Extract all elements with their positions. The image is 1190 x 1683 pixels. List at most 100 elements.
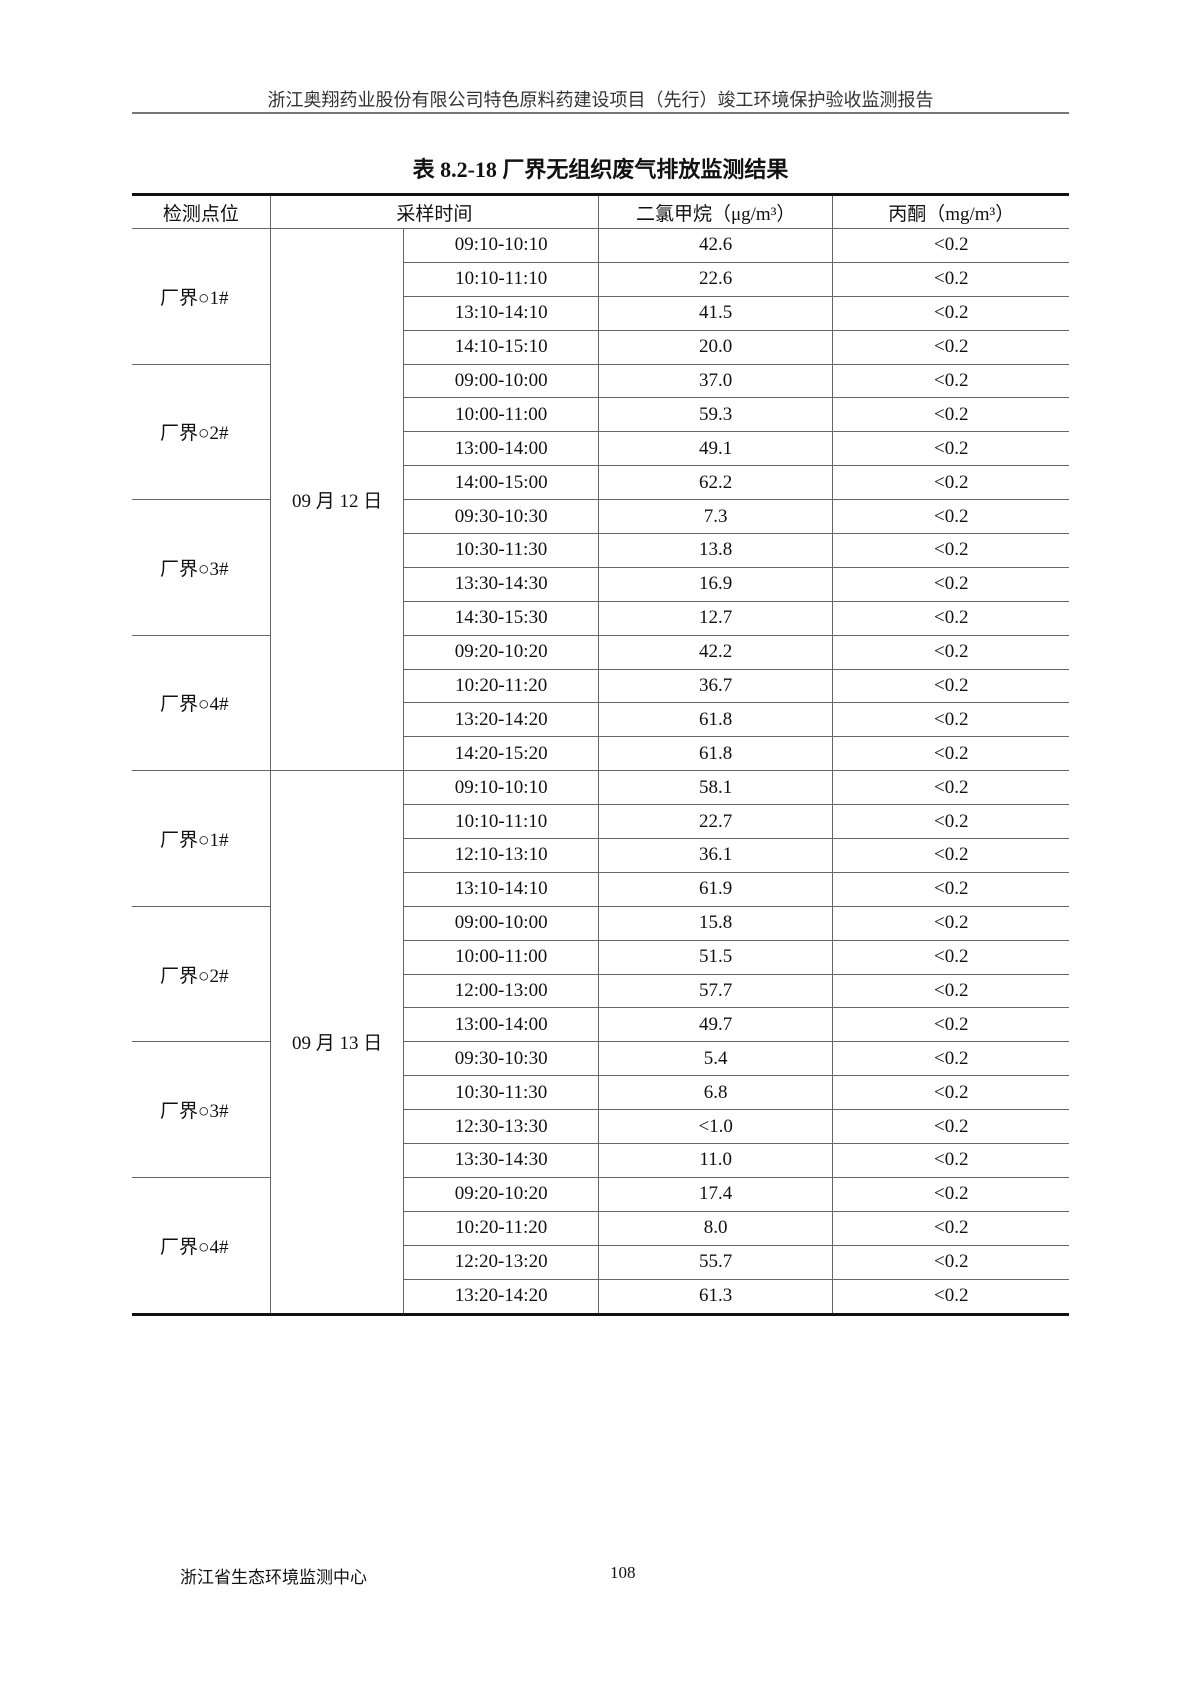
col-header-time: 采样时间 [269,194,599,229]
acetone-value-cell: <0.2 [832,905,1069,941]
dcm-value-cell: 58.1 [597,770,834,806]
site-cell: 厂界○4# [132,1176,271,1315]
page-number: 108 [610,1563,636,1582]
dcm-value-cell: 49.1 [597,431,834,467]
acetone-value-cell: <0.2 [832,1109,1069,1145]
table-row: 厂界○4# 09:20-10:20 42.2 <0.2 [132,634,1069,772]
header-divider [132,112,1069,114]
time-cell: 13:20-14:20 [403,1278,599,1315]
time-cell: 12:10-13:10 [403,838,599,873]
time-cell: 13:30-14:30 [403,566,599,602]
time-cell: 09:20-10:20 [403,634,599,670]
date-cell: 09 月 13 日 [269,770,405,1315]
acetone-value-cell: <0.2 [832,363,1069,399]
dcm-value-cell: 22.7 [597,804,834,840]
dcm-value-cell: 15.8 [597,905,834,941]
time-cell: 13:00-14:00 [403,1007,599,1043]
acetone-value-cell: <0.2 [832,397,1069,433]
time-cell: 10:00-11:00 [403,397,599,433]
time-cell: 10:10-11:10 [403,804,599,840]
dcm-value-cell: 7.3 [597,499,834,535]
dcm-value-cell: 11.0 [597,1143,834,1178]
table-row: 厂界○2# 09:00-10:00 37.0 <0.2 [132,363,1069,501]
dcm-value-cell: 61.3 [597,1278,834,1315]
dcm-value-cell: 36.7 [597,668,834,704]
time-cell: 12:20-13:20 [403,1244,599,1280]
table-row: 12:20-13:20 55.7 <0.2 [132,1244,1069,1280]
table-row: 厂界○2# 09:00-10:00 15.8 <0.2 [132,905,1069,1043]
table-row: 13:20-14:20 61.3 <0.2 [132,1278,1069,1315]
time-cell: 13:00-14:00 [403,431,599,467]
time-cell: 10:00-11:00 [403,939,599,975]
time-cell: 14:00-15:00 [403,465,599,501]
acetone-value-cell: <0.2 [832,838,1069,873]
acetone-value-cell: <0.2 [832,1244,1069,1280]
table-row: 厂界○1# 09 月 12 日 09:10-10:10 42.6 <0.2 [132,227,1069,772]
time-cell: 13:30-14:30 [403,1143,599,1178]
acetone-value-cell: <0.2 [832,1176,1069,1212]
dcm-value-cell: 41.5 [597,295,834,331]
dcm-value-cell: 17.4 [597,1176,834,1212]
dcm-value-cell: 37.0 [597,363,834,399]
time-cell: 09:00-10:00 [403,363,599,399]
time-cell: 10:20-11:20 [403,1210,599,1246]
time-cell: 12:00-13:00 [403,973,599,1009]
site-cell: 厂界○1# [132,228,271,365]
acetone-value-cell: <0.2 [832,533,1069,568]
site-cell: 厂界○1# [132,770,271,907]
table-row: 12:30-13:30 <1.0 <0.2 [132,1109,1069,1145]
dcm-value-cell: 42.6 [597,228,834,263]
acetone-value-cell: <0.2 [832,1210,1069,1246]
acetone-value-cell: <0.2 [832,566,1069,602]
table-row: 14:10-15:10 20.0 <0.2 [132,329,1069,365]
table-row: 10:10-11:10 22.7 <0.2 [132,804,1069,840]
time-cell: 13:20-14:20 [403,702,599,738]
time-cell: 14:20-15:20 [403,736,599,772]
acetone-value-cell: <0.2 [832,1075,1069,1111]
time-cell: 09:30-10:30 [403,1041,599,1077]
site-cell: 厂界○2# [132,905,271,1043]
acetone-value-cell: <0.2 [832,600,1069,636]
time-cell: 10:10-11:10 [403,261,599,297]
table-row: 13:00-14:00 49.7 <0.2 [132,1007,1069,1043]
table-row: 10:30-11:30 13.8 <0.2 [132,533,1069,568]
acetone-value-cell: <0.2 [832,1041,1069,1077]
acetone-value-cell: <0.2 [832,939,1069,975]
acetone-value-cell: <0.2 [832,770,1069,806]
running-header: 浙江奥翔药业股份有限公司特色原料药建设项目（先行）竣工环境保护验收监测报告 [267,90,934,110]
table-row: 厂界○3# 09:30-10:30 7.3 <0.2 [132,499,1069,636]
dcm-value-cell: 61.8 [597,702,834,738]
time-cell: 13:10-14:10 [403,871,599,907]
dcm-value-cell: 59.3 [597,397,834,433]
time-cell: 09:20-10:20 [403,1176,599,1212]
dcm-value-cell: 12.7 [597,600,834,636]
time-cell: 09:30-10:30 [403,499,599,535]
acetone-value-cell: <0.2 [832,702,1069,738]
acetone-value-cell: <0.2 [832,431,1069,467]
acetone-value-cell: <0.2 [832,634,1069,670]
dcm-value-cell: 57.7 [597,973,834,1009]
dcm-value-cell: <1.0 [597,1109,834,1145]
time-cell: 10:20-11:20 [403,668,599,704]
acetone-value-cell: <0.2 [832,668,1069,704]
table-row: 13:20-14:20 61.8 <0.2 [132,702,1069,738]
col-header-dcm: 二氯甲烷（μg/m³） [597,194,834,229]
table-row: 厂界○3# 09:30-10:30 5.4 <0.2 [132,1041,1069,1178]
table-row: 13:10-14:10 41.5 <0.2 [132,295,1069,331]
acetone-value-cell: <0.2 [832,1278,1069,1315]
col-header-acetone: 丙酮（mg/m³） [832,194,1069,229]
dcm-value-cell: 36.1 [597,838,834,873]
acetone-value-cell: <0.2 [832,1007,1069,1043]
site-cell: 厂界○2# [132,363,271,501]
dcm-value-cell: 49.7 [597,1007,834,1043]
acetone-value-cell: <0.2 [832,261,1069,297]
table-row: 13:00-14:00 49.1 <0.2 [132,431,1069,467]
footer-organization: 浙江省生态环境监测中心 [180,1568,367,1587]
time-cell: 14:10-15:10 [403,329,599,365]
dcm-value-cell: 62.2 [597,465,834,501]
table-header-row: 检测点位 采样时间 二氯甲烷（μg/m³） 丙酮（mg/m³） [132,194,1069,229]
dcm-value-cell: 20.0 [597,329,834,365]
time-cell: 13:10-14:10 [403,295,599,331]
date-cell: 09 月 12 日 [269,227,405,772]
dcm-value-cell: 5.4 [597,1041,834,1077]
